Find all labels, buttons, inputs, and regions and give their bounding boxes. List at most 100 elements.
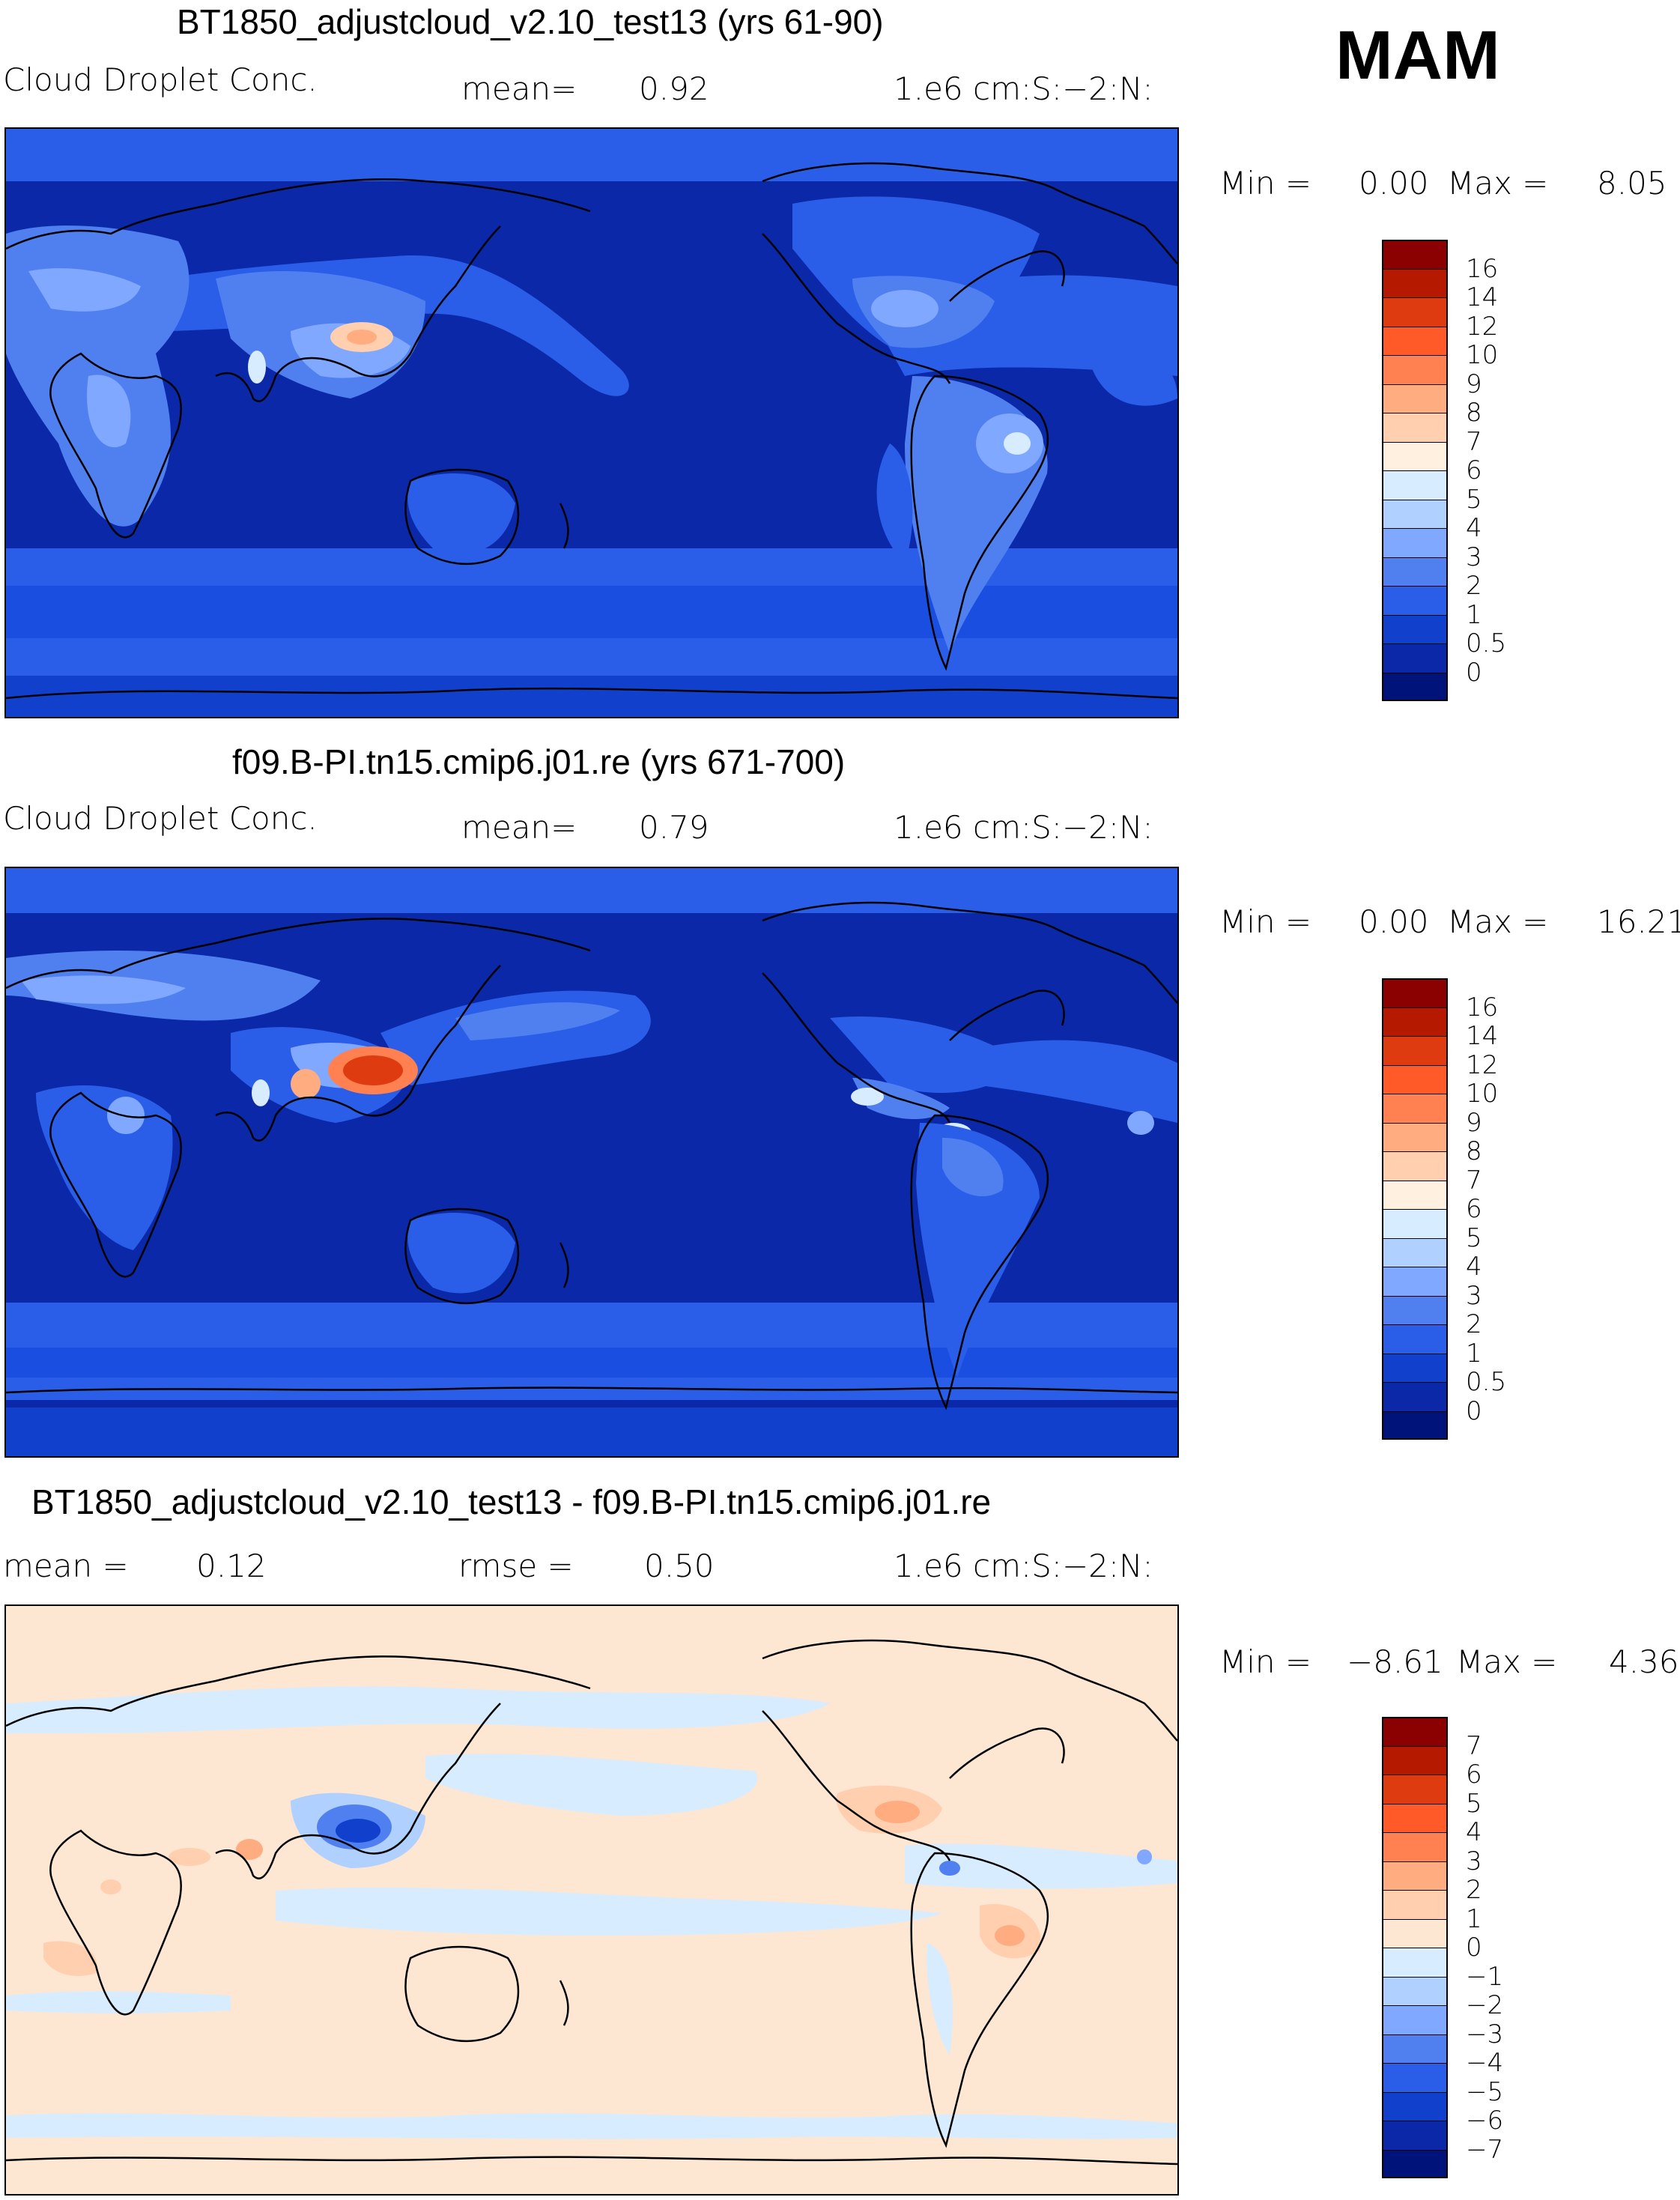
colorbar-label: −1 [1466,1961,1504,1992]
colorbar-label: 12 [1466,311,1499,342]
colorbar-cell [1382,326,1448,355]
panel3-coastlines [6,1639,1177,2166]
colorbar-label: 5 [1466,1222,1482,1253]
colorbar-label: 10 [1466,340,1499,370]
colorbar-cell [1382,1861,1448,1890]
panel3-mean-label: mean = [3,1548,129,1584]
colorbar-label: 7 [1466,1165,1482,1196]
colorbar-cell [1382,1324,1448,1354]
colorbar-cell [1382,2149,1448,2178]
panel3-min-label: Min = [1219,1643,1312,1680]
colorbar-cell [1382,614,1448,643]
panel1-max-label: Max = [1447,165,1549,201]
colorbar-cell [1382,1151,1448,1181]
panel1-min-label: Min = [1219,165,1312,201]
colorbar-label: 0.5 [1466,1367,1507,1397]
panel3-max-value: 4.36 [1609,1643,1679,1680]
colorbar-label: 9 [1466,1107,1482,1138]
colorbar-cell [1382,1948,1448,1977]
colorbar-label: 8 [1466,1136,1482,1166]
panel2-max-value: 16.21 [1597,903,1680,940]
colorbar-cell [1382,2091,1448,2121]
colorbar-cell [1382,1237,1448,1267]
colorbar-label: 16 [1466,253,1499,284]
colorbar-label: −4 [1466,2048,1504,2078]
colorbar-cell [1382,413,1448,442]
colorbar-cell [1382,1094,1448,1123]
colorbar-label: 6 [1466,1760,1482,1790]
colorbar-label: 1 [1466,1903,1482,1934]
colorbar-label: 5 [1466,484,1482,515]
colorbar-cell [1382,557,1448,586]
colorbar-cell [1382,1295,1448,1324]
colorbar-cell [1382,1209,1448,1238]
colorbar-cell [1382,441,1448,470]
colorbar-cell [1382,1410,1448,1440]
colorbar-label: −6 [1466,2106,1504,2136]
colorbar-cell [1382,240,1448,269]
colorbar-cell [1382,1775,1448,1804]
panel2-variable: Cloud Droplet Conc. [3,800,318,837]
panel3-map [4,1604,1179,2196]
panel1-max-value: 8.05 [1597,165,1667,201]
panel2-min-value: 0.00 [1359,903,1429,940]
colorbar-cell [1382,1918,1448,1948]
colorbar-label: 6 [1466,1194,1482,1224]
panel1-units: 1.e6 cm:S:−2:N: [894,70,1153,107]
panel1-title: BT1850_adjustcloud_v2.10_test13 (yrs 61-… [177,2,884,41]
panel1-variable: Cloud Droplet Conc. [3,61,318,98]
colorbar-cell [1382,1064,1448,1094]
colorbar-label: 7 [1466,426,1482,457]
colorbar-cell [1382,1180,1448,1209]
colorbar-label: 8 [1466,398,1482,428]
panel1-min-value: 0.00 [1359,165,1429,201]
panel2-min-label: Min = [1219,903,1312,940]
panel3-rmse-value: 0.50 [644,1548,715,1584]
colorbar-cell [1382,528,1448,557]
colorbar-cell [1382,355,1448,384]
colorbar-label: 0 [1466,1396,1482,1426]
colorbar-label: 16 [1466,992,1499,1022]
colorbar-label: 0 [1466,1933,1482,1963]
colorbar-cell [1382,1382,1448,1411]
colorbar-label: 1 [1466,599,1482,630]
colorbar-label: 2 [1466,1309,1482,1339]
colorbar-cell [1382,499,1448,528]
colorbar-label: −7 [1466,2134,1504,2165]
colorbar-label: 3 [1466,542,1482,572]
colorbar-cell [1382,1267,1448,1296]
panel3-rmse-label: rmse = [458,1548,574,1584]
panel2-mean-label: mean= [461,809,577,846]
colorbar-label: 3 [1466,1280,1482,1311]
colorbar-label: 0 [1466,657,1482,688]
colorbar-label: 10 [1466,1079,1499,1109]
colorbar-cell [1382,1976,1448,2005]
colorbar-label: 9 [1466,369,1482,399]
colorbar-label: 6 [1466,455,1482,485]
panel2-units: 1.e6 cm:S:−2:N: [894,809,1153,846]
panel3-max-label: Max = [1456,1643,1558,1680]
colorbar-cell [1382,1353,1448,1382]
colorbar-cell [1382,1122,1448,1151]
colorbar-cell [1382,2005,1448,2034]
colorbar-label: 5 [1466,1788,1482,1819]
colorbar-label: −2 [1466,1990,1504,2020]
colorbar-cell [1382,1036,1448,1065]
season-label: MAM [1335,17,1500,94]
panel1-mean-label: mean= [461,70,577,107]
colorbar-label: 7 [1466,1730,1482,1761]
colorbar-label: 4 [1466,1252,1482,1282]
colorbar-cell [1382,1803,1448,1832]
colorbar-cell [1382,643,1448,673]
colorbar-cell [1382,268,1448,297]
colorbar-label: 14 [1466,1021,1499,1051]
colorbar-cell [1382,1890,1448,1919]
colorbar-frame [1382,240,1448,701]
colorbar-cell [1382,1007,1448,1036]
panel2-mean-value: 0.79 [639,809,709,846]
panel3-units: 1.e6 cm:S:−2:N: [894,1548,1153,1584]
colorbar-cell [1382,672,1448,701]
colorbar-label: 12 [1466,1049,1499,1080]
colorbar-frame [1382,978,1448,1440]
panel2-max-label: Max = [1447,903,1549,940]
